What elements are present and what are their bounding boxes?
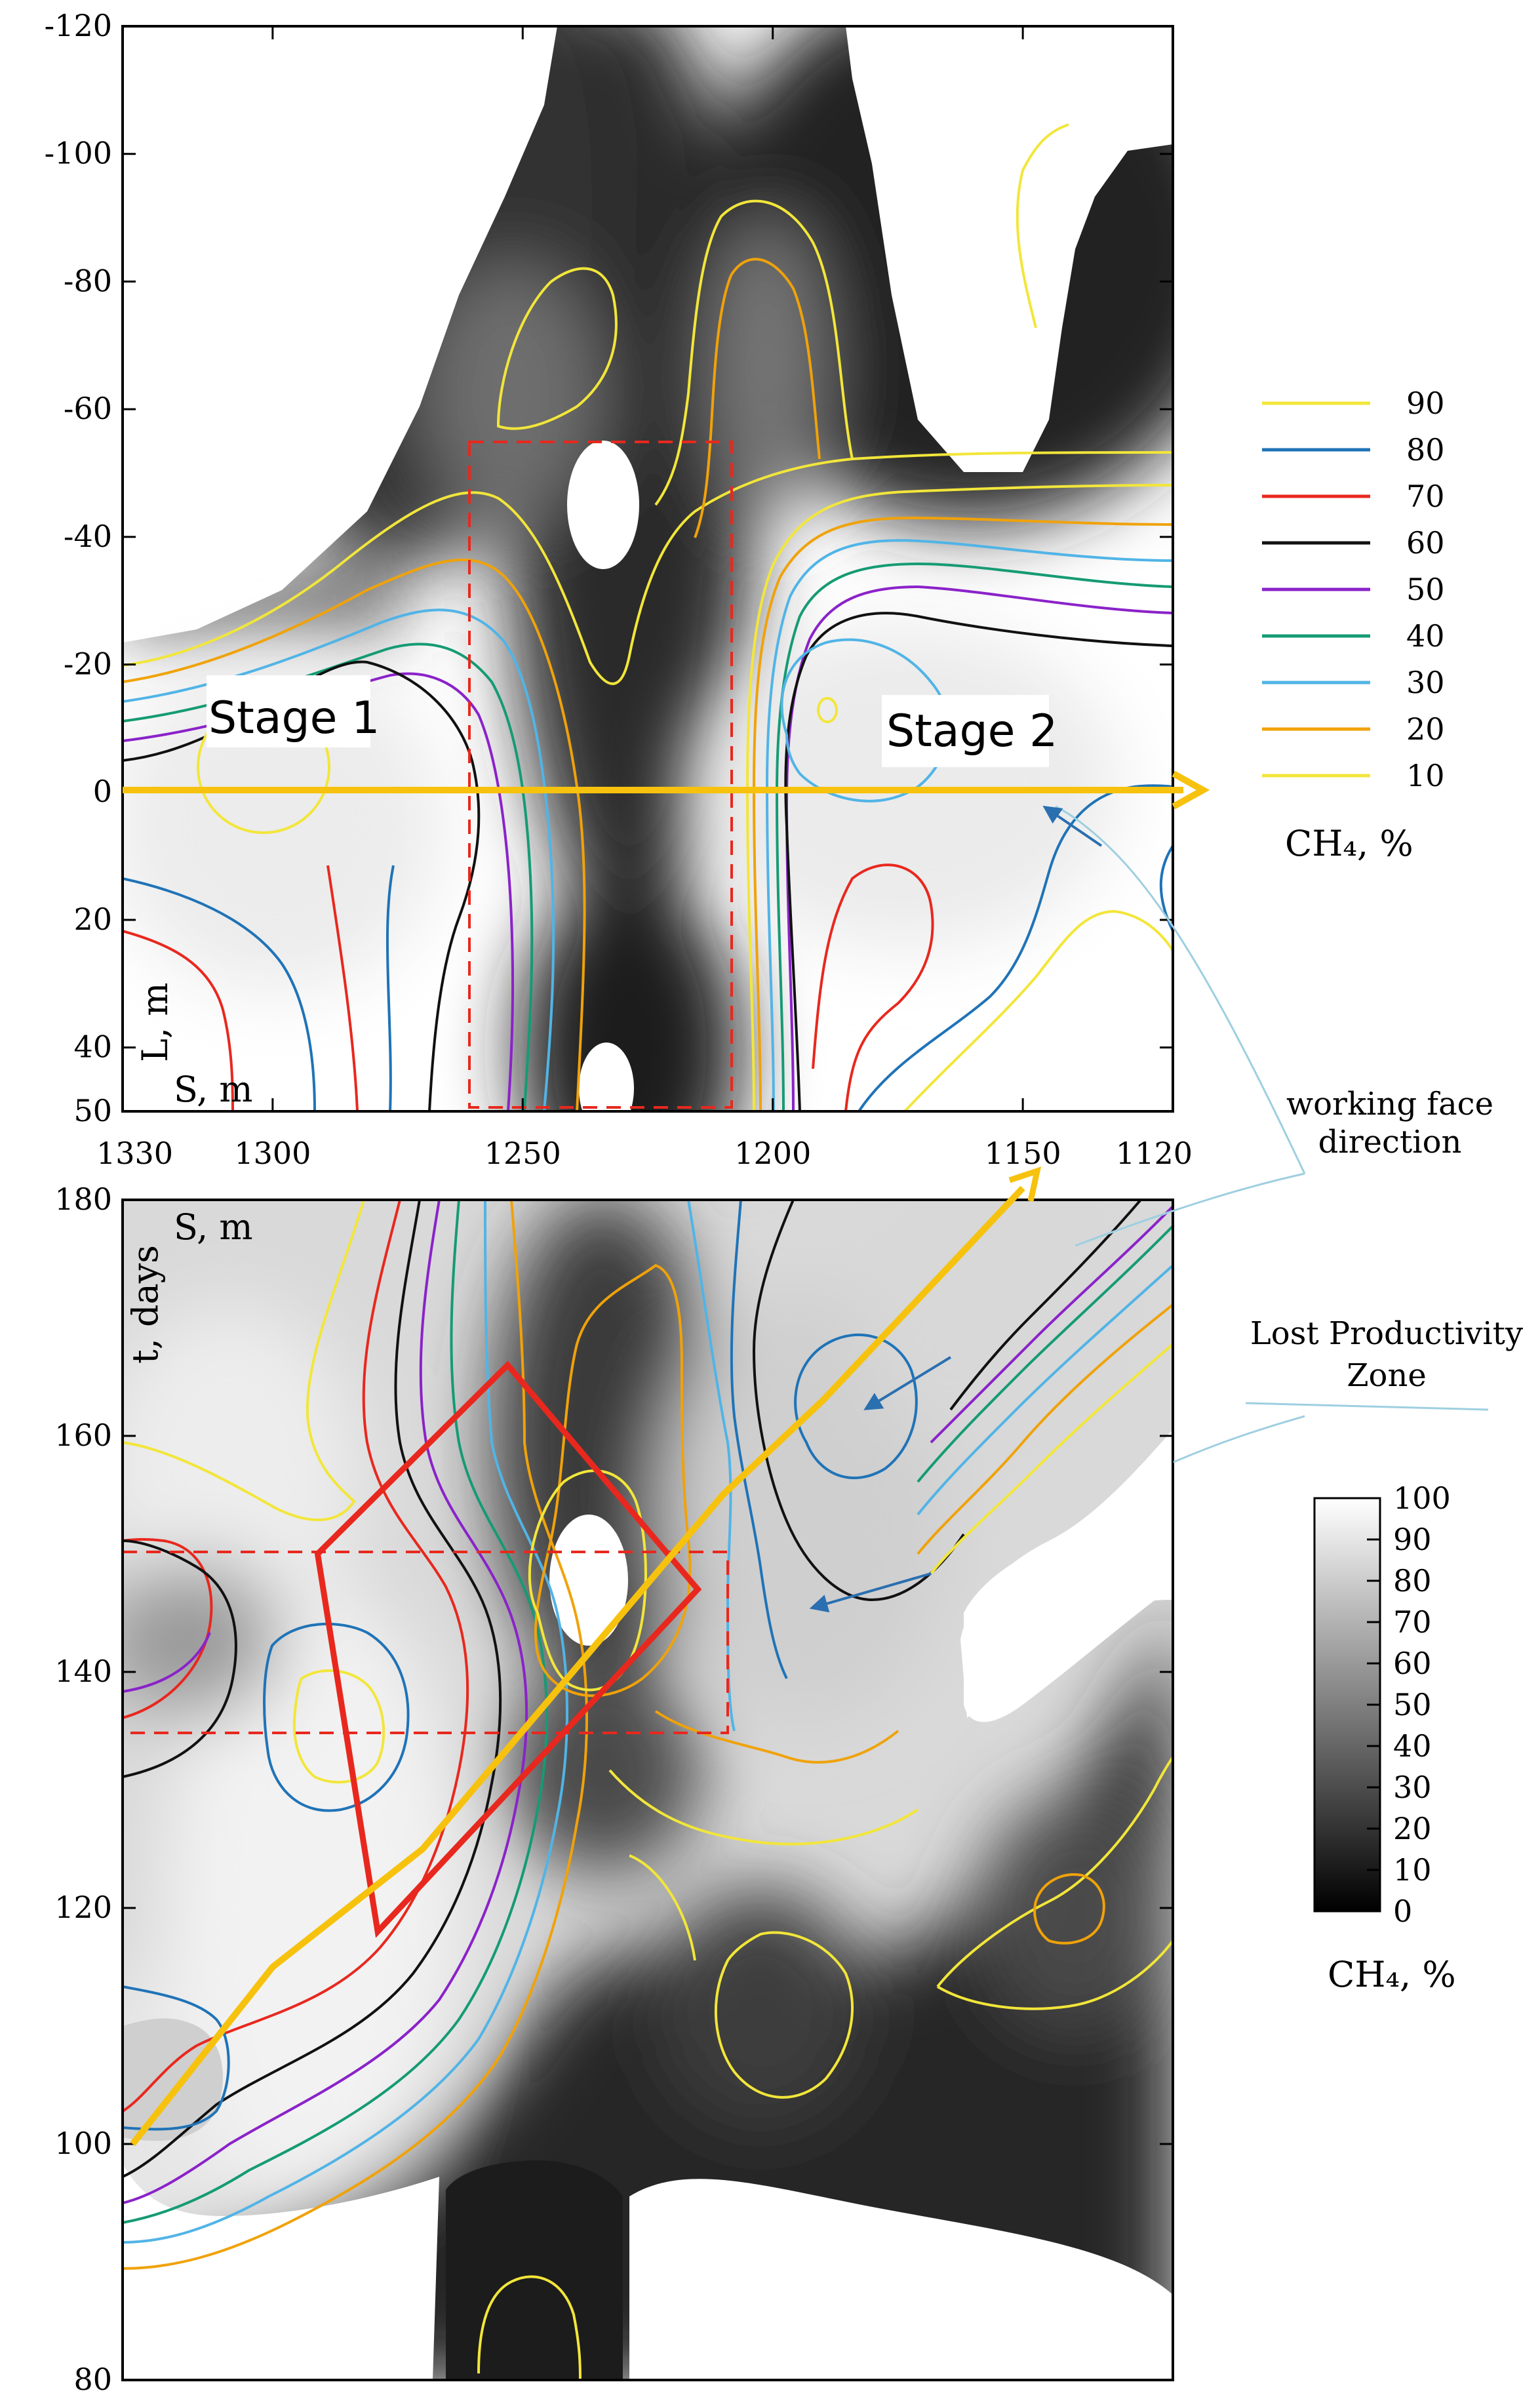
top-y-tick-label: -40 xyxy=(64,519,112,554)
top-y-tick-label: 40 xyxy=(73,1029,112,1065)
colorbar-tick-label: 40 xyxy=(1393,1728,1432,1764)
top-arrow-head xyxy=(1172,770,1210,810)
contour-legend-title: CH₄, % xyxy=(1285,823,1413,864)
bottom-ylabel: t, days xyxy=(125,1245,166,1364)
bottom-y-tick-label: 80 xyxy=(73,2362,112,2397)
top-ylabel: L, m xyxy=(134,983,176,1062)
bottom-heatmap xyxy=(123,1200,1173,2380)
top-y-tick-label: 20 xyxy=(73,902,112,937)
colorbar-tick-label: 20 xyxy=(1393,1811,1432,1846)
stage2-label: Stage 2 xyxy=(886,705,1057,757)
top-heatmap xyxy=(123,26,1173,1111)
bottom-y-axis: 180 160 140 120 100 80 xyxy=(54,1181,1173,2397)
colorbar-tick-label: 80 xyxy=(1393,1563,1432,1598)
contour-legend: 90 80 70 60 50 40 30 20 10 xyxy=(1262,386,1445,793)
trajectory-arrow-head xyxy=(1008,1166,1042,1202)
x-tick-label: 1330 xyxy=(96,1136,173,1171)
bottom-y-tick-label: 100 xyxy=(54,2126,112,2161)
colorbar-tick-label: 0 xyxy=(1393,1894,1412,1929)
bottom-y-tick-label: 160 xyxy=(54,1418,112,1453)
legend-level-label: 20 xyxy=(1406,711,1445,747)
top-plot-frame xyxy=(121,25,1174,1113)
colorbar-title: CH₄, % xyxy=(1328,1954,1456,1995)
lost-productivity-zone-box xyxy=(314,1360,702,1938)
colorbar-tick-label: 90 xyxy=(1393,1522,1432,1557)
bottom-y-tick-label: 140 xyxy=(54,1654,112,1689)
colorbar-tick-label: 70 xyxy=(1393,1604,1432,1640)
legend-level-label: 70 xyxy=(1406,479,1445,514)
legend-level-label: 50 xyxy=(1406,572,1445,607)
colorbar-tick-label: 60 xyxy=(1393,1646,1432,1681)
bottom-y-tick-label: 120 xyxy=(54,1890,112,1925)
top-y-tick-label: -60 xyxy=(64,391,112,426)
lost-productivity-label: Lost Productivity Zone xyxy=(1250,1315,1523,1394)
bottom-y-tick-label: 180 xyxy=(54,1181,112,1217)
top-xlabel: S, m xyxy=(174,1069,253,1110)
bottom-plot-frame xyxy=(121,1199,1174,2381)
legend-level-label: 80 xyxy=(1406,432,1445,467)
top-y-tick-label: -100 xyxy=(45,136,112,171)
top-y-tick-label: -20 xyxy=(64,646,112,682)
top-y-tick-label: 50 xyxy=(73,1093,112,1128)
x-tick-label: 1150 xyxy=(985,1136,1061,1171)
bottom-xlabel: S, m xyxy=(174,1206,253,1248)
top-y-tick-label: 0 xyxy=(93,774,112,809)
legend-level-label: 10 xyxy=(1406,758,1445,793)
x-tick-label: 1200 xyxy=(734,1136,811,1171)
top-dashed-region xyxy=(468,441,733,1109)
working-face-trajectory xyxy=(130,1185,1025,2147)
colorbar-tick-label: 10 xyxy=(1393,1852,1432,1888)
top-y-tick-label: -80 xyxy=(64,263,112,298)
annotation-callouts xyxy=(809,805,1489,1613)
legend-level-label: 90 xyxy=(1406,386,1445,421)
bottom-panel: 180 160 140 120 100 80 t, days S, m xyxy=(54,1166,1174,2397)
top-panel: -120 -100 -80 -60 -40 -20 0 20 40 50 1330 1300 1250… xyxy=(45,8,1210,2380)
legend-level-label: 30 xyxy=(1406,665,1445,700)
bottom-dashed-region xyxy=(123,1551,729,1734)
colorbar-tick-label: 30 xyxy=(1393,1770,1432,1805)
top-y-tick-label: -120 xyxy=(45,8,112,43)
working-face-label: working face direction xyxy=(1286,1086,1493,1161)
x-tick-label: 1300 xyxy=(234,1136,311,1171)
colorbar-tick-label: 100 xyxy=(1393,1480,1451,1516)
legend-level-label: 60 xyxy=(1406,525,1445,561)
top-x-axis: 1330 1300 1250 1200 1150 1120 xyxy=(96,26,1193,2380)
top-y-axis: -120 -100 -80 -60 -40 -20 0 20 40 50 xyxy=(45,8,1173,1128)
x-tick-label: 1120 xyxy=(1116,1136,1193,1171)
x-tick-label: 1250 xyxy=(484,1136,561,1171)
colorbar-tick-label: 50 xyxy=(1393,1687,1432,1722)
legend-level-label: 40 xyxy=(1406,618,1445,654)
stage1-label: Stage 1 xyxy=(208,692,380,744)
